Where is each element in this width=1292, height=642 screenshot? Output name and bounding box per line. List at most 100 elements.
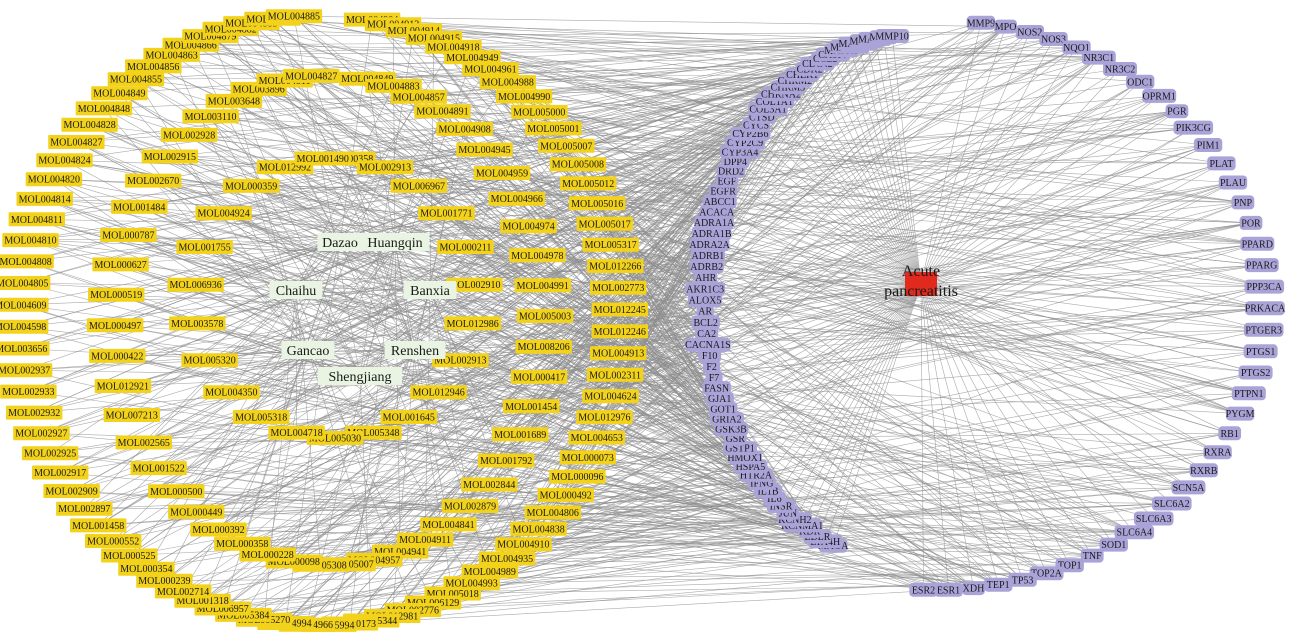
- molecule-marker: [154, 584, 212, 599]
- molecule-marker: [107, 72, 165, 87]
- molecule-label: MOL004966: [491, 194, 543, 205]
- network-edge: [190, 40, 867, 46]
- molecule-label: MOL004910: [497, 540, 549, 551]
- molecule-marker: [195, 206, 252, 221]
- target-node: NR3C1: [1081, 50, 1116, 65]
- herb-marker: [384, 341, 446, 359]
- network-edge: [413, 30, 795, 81]
- target-marker: [1225, 406, 1255, 421]
- network-edge: [320, 470, 1204, 566]
- target-label: IL6: [767, 494, 781, 505]
- molecule-marker: [118, 561, 175, 576]
- network-edge: [284, 166, 1261, 352]
- network-edge: [296, 110, 1178, 433]
- molecule-label: MOL000211: [439, 243, 491, 254]
- molecule-label: MOL000492: [540, 490, 592, 501]
- molecule-marker: [587, 259, 644, 274]
- molecule-marker: [461, 477, 518, 492]
- target-node: ADRB2: [689, 259, 724, 274]
- molecule-label: MOL002932: [8, 408, 60, 419]
- molecule-marker: [43, 484, 100, 498]
- molecule-label: MOL004820: [28, 175, 80, 186]
- network-edge: [920, 283, 1265, 287]
- molecule-label: MOL000098: [268, 557, 320, 568]
- molecule-label: MOL004848: [78, 104, 130, 115]
- target-marker: [1218, 175, 1248, 190]
- molecule-node: MOL004609: [0, 297, 49, 312]
- molecule-node: MOL005317: [582, 237, 639, 252]
- molecule-label: MOL000497: [89, 321, 141, 332]
- network-edge: [413, 30, 1070, 566]
- target-label: PPARD: [1242, 239, 1273, 250]
- molecule-label: MOL006967: [393, 181, 445, 192]
- target-node: MPO: [994, 19, 1017, 34]
- network-edge: [516, 38, 1054, 199]
- molecule-marker: [233, 410, 290, 424]
- target-marker: [1099, 537, 1128, 552]
- molecule-node: MOL004806: [524, 505, 581, 520]
- molecule-label: MOL005384: [217, 610, 269, 621]
- molecule-label: MOL004653: [571, 433, 623, 444]
- molecule-marker: [48, 135, 105, 149]
- target-node: PIM1: [1193, 138, 1223, 152]
- target-label: IFNG: [750, 479, 773, 490]
- target-marker: [1243, 322, 1284, 337]
- molecule-label: MOL012921: [97, 382, 149, 393]
- molecule-marker: [160, 127, 218, 142]
- molecule-marker: [441, 499, 499, 513]
- network-edge: [489, 54, 834, 572]
- network-edge: [866, 41, 922, 285]
- network-edge: [744, 142, 922, 285]
- network-edge: [196, 511, 1135, 533]
- target-label: ODC1: [1127, 77, 1153, 88]
- target-label: CA2: [697, 329, 716, 340]
- molecule-marker: [432, 353, 489, 368]
- molecule-marker: [190, 522, 247, 537]
- network-edge: [169, 156, 416, 351]
- molecule-node: MOL000354: [118, 561, 175, 576]
- molecule-node: MOL002932: [6, 405, 63, 420]
- molecule-label: MOL003648: [208, 96, 260, 107]
- target-label: HTR2A: [740, 470, 773, 481]
- target-label: MMP9: [967, 18, 995, 29]
- network-edge: [744, 283, 922, 458]
- molecule-marker: [436, 121, 493, 136]
- target-node: ESR1: [934, 582, 963, 597]
- target-label: PRKACA: [1245, 304, 1286, 315]
- target-label: EGF: [717, 176, 736, 187]
- network-edge: [171, 54, 309, 351]
- molecule-label: MOL004974: [502, 222, 554, 233]
- network-edge: [408, 416, 826, 542]
- molecule-node: MOL002879: [441, 499, 499, 513]
- network-edge: [25, 127, 1194, 262]
- network-edge: [920, 283, 1204, 471]
- molecule-node: MOL004991: [514, 278, 571, 293]
- network-edge: [716, 211, 922, 285]
- target-marker: [1008, 572, 1037, 587]
- target-label: PTPN1: [1234, 389, 1263, 400]
- network-edge: [520, 434, 741, 449]
- molecule-label: MOL004866: [165, 40, 217, 51]
- network-edge: [531, 243, 1258, 407]
- molecule-marker: [91, 86, 148, 101]
- molecule-marker: [396, 532, 454, 547]
- network-edge: [311, 75, 416, 351]
- molecule-label: MOL004959: [476, 169, 528, 180]
- molecule-node: MOL004814: [16, 191, 73, 206]
- molecule-node: MOL001689: [492, 427, 549, 442]
- molecule-node: MOL002928: [160, 127, 218, 142]
- molecule-label: MOL004908: [438, 124, 490, 135]
- network-edge: [767, 108, 922, 285]
- molecule-marker: [511, 104, 568, 119]
- target-label: NOS2: [1017, 28, 1042, 39]
- target-label: PIM1: [1197, 141, 1220, 152]
- molecule-node: MOL004966: [488, 191, 545, 206]
- network-edge: [801, 283, 922, 526]
- molecule-marker: [32, 465, 89, 480]
- molecule-marker: [100, 228, 157, 242]
- target-label: RXRB: [1190, 466, 1218, 477]
- network-edge: [117, 355, 1114, 545]
- network-edge: [750, 283, 922, 467]
- molecule-node: MOL001454: [503, 399, 560, 414]
- molecule-label: MOL004856: [127, 62, 179, 73]
